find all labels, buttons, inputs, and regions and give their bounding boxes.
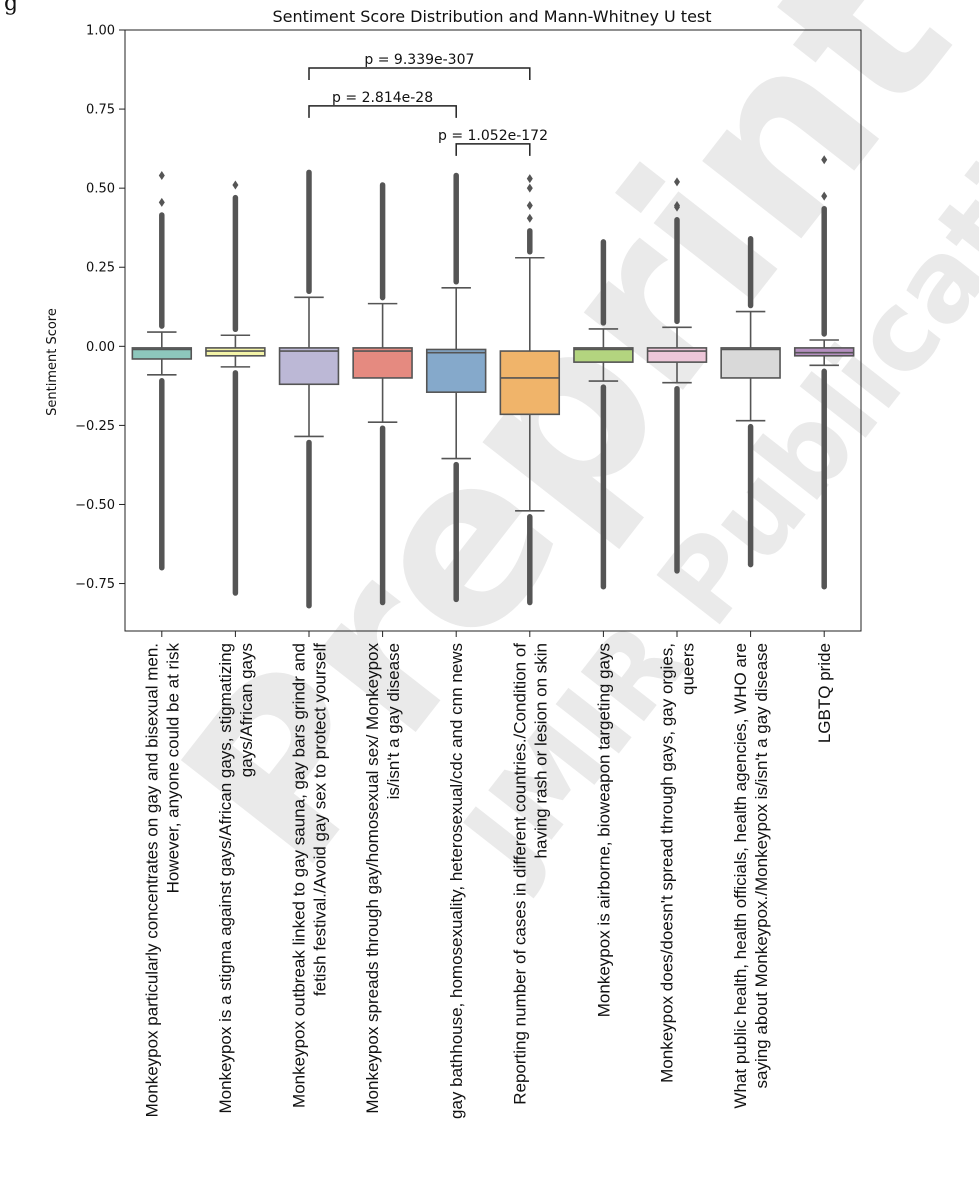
y-tick-label: −0.50 xyxy=(75,498,115,513)
outlier-point xyxy=(158,197,165,207)
box-8 xyxy=(646,177,708,574)
chart-title: Sentiment Score Distribution and Mann-Wh… xyxy=(272,7,711,26)
box-iqr xyxy=(131,347,193,360)
y-tick-label: 0.75 xyxy=(86,103,115,118)
box-4 xyxy=(352,182,413,606)
box-2 xyxy=(205,180,266,596)
y-tick-label: 0.25 xyxy=(86,261,115,276)
x-tick-label-line: saying about Monkeypox./Monkeypox is/isn… xyxy=(752,643,771,1089)
x-tick-label-9: What public health, health officials, he… xyxy=(731,643,771,1109)
x-tick-label-4: Monkeypox spreads through gay/homosexual… xyxy=(363,643,403,1114)
x-tick-label-line: LGBTQ pride xyxy=(815,643,834,743)
x-tick-label-line: Monkeypox is airborne, bioweapon targeti… xyxy=(594,643,613,1017)
x-tick-label-line: queers xyxy=(679,643,698,695)
outlier-point xyxy=(232,180,239,190)
box-7 xyxy=(573,239,634,590)
y-tick-label: −0.75 xyxy=(75,577,115,592)
outlier-point xyxy=(526,213,533,223)
outlier-point xyxy=(158,171,165,181)
y-tick-label: 0.00 xyxy=(86,340,115,355)
box-10 xyxy=(793,155,855,590)
significance-brackets: p = 9.339e-307 p = 2.814e-28 p = 1.052e-17… xyxy=(308,52,548,156)
y-tick-label: 0.50 xyxy=(86,182,115,197)
x-tick-label-line: Monkeypox outbreak linked to gay sauna, … xyxy=(290,643,309,1108)
x-tick-label-line: gay bathhouse, homosexuality, heterosexu… xyxy=(447,643,466,1119)
y-axis-ticks: 1.00 0.75 0.50 0.25 0.00 −0.25 −0.50 −0.75 xyxy=(75,24,125,592)
x-tick-label-line: What public health, health officials, he… xyxy=(731,643,750,1109)
x-tick-label-line: gays/African gays xyxy=(237,643,256,777)
box-iqr xyxy=(573,347,634,363)
y-tick-label: −0.25 xyxy=(75,419,115,434)
box-iqr xyxy=(425,348,487,393)
x-tick-label-1: Monkeypox particularly concentrates on g… xyxy=(142,643,182,1118)
y-axis-label: Sentiment Score xyxy=(45,308,60,416)
x-tick-label-line: fetish festival./Avoid gay sex to protec… xyxy=(311,643,330,996)
comparison-p-value: p = 2.814e-28 xyxy=(332,90,433,106)
x-tick-label-line: Monkeypox particularly concentrates on g… xyxy=(142,643,161,1117)
box-iqr xyxy=(646,347,708,363)
watermark: Preprint JMIR Publications xyxy=(133,0,979,914)
comparison-p-value: p = 9.339e-307 xyxy=(364,52,474,68)
comparison-bracket xyxy=(308,67,531,80)
outlier-point xyxy=(674,202,680,212)
box-1 xyxy=(131,171,193,571)
x-tick-label-line: having rash or lesion on skin xyxy=(531,643,550,858)
box-3 xyxy=(278,169,340,609)
x-tick-label-line: Reporting number of cases in different c… xyxy=(510,643,529,1105)
box-9 xyxy=(720,236,781,568)
x-tick-label-line: Monkeypox is a stigma against gays/Afric… xyxy=(216,643,235,1114)
x-tick-label-10: LGBTQ pride xyxy=(815,643,834,743)
outlier-point xyxy=(821,191,828,201)
comparison-bracket xyxy=(308,105,457,118)
box-plots xyxy=(131,155,855,609)
box-iqr xyxy=(352,347,413,379)
outlier-point xyxy=(821,155,828,165)
outlier-point xyxy=(526,201,533,211)
x-tick-label-line: However, anyone could be at risk xyxy=(163,643,182,894)
x-tick-label-7: Monkeypox is airborne, bioweapon targeti… xyxy=(594,643,613,1017)
x-tick-label-6: Reporting number of cases in different c… xyxy=(510,643,550,1105)
comparison-p-value: p = 1.052e-172 xyxy=(438,128,548,144)
box-iqr xyxy=(720,347,781,379)
x-tick-label-8: Monkeypox does/doesn't spread through ga… xyxy=(658,643,698,1083)
comparison-bracket xyxy=(455,143,531,156)
x-axis-labels: Monkeypox particularly concentrates on g… xyxy=(142,631,834,1119)
y-tick-label: 1.00 xyxy=(86,24,115,39)
box-6 xyxy=(499,174,561,606)
plot-frame xyxy=(124,29,862,632)
outlier-point xyxy=(526,183,533,193)
header-fragment: g xyxy=(4,0,18,16)
outlier-point xyxy=(526,174,533,184)
box-5 xyxy=(425,172,487,603)
box-iqr xyxy=(499,350,561,416)
x-tick-label-2: Monkeypox is a stigma against gays/Afric… xyxy=(216,643,256,1114)
x-tick-label-line: is/isn't a gay disease xyxy=(384,643,403,799)
x-tick-label-3: Monkeypox outbreak linked to gay sauna, … xyxy=(290,643,330,1108)
box-iqr xyxy=(278,347,340,386)
outlier-point xyxy=(674,177,680,187)
x-tick-label-line: Monkeypox does/doesn't spread through ga… xyxy=(658,643,677,1083)
x-tick-label-5: gay bathhouse, homosexuality, heterosexu… xyxy=(447,643,466,1119)
x-tick-label-line: Monkeypox spreads through gay/homosexual… xyxy=(363,643,382,1114)
